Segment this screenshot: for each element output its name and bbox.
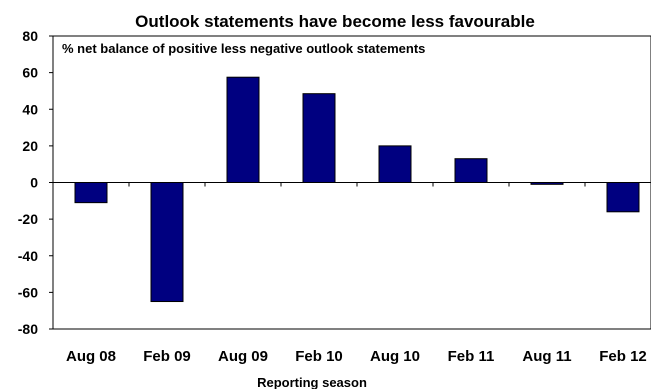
bar xyxy=(378,145,412,183)
y-tick-label: 20 xyxy=(22,138,38,154)
y-axis: 80 60 40 20 0 -20 -40 -60 -80 xyxy=(18,28,53,337)
y-tick-label: -80 xyxy=(18,321,38,337)
x-tick-label: Feb 10 xyxy=(295,348,343,365)
y-tick-label: 40 xyxy=(22,101,38,117)
y-tick-label: 80 xyxy=(22,28,38,44)
x-axis-label: Reporting season xyxy=(257,375,367,389)
y-tick-label: -60 xyxy=(18,284,38,300)
bar-series xyxy=(74,76,640,303)
bar xyxy=(302,93,336,183)
chart-title: Outlook statements have become less favo… xyxy=(135,12,535,31)
x-tick-label: Feb 09 xyxy=(143,348,191,365)
y-tick-label: -20 xyxy=(18,211,38,227)
x-axis: Aug 08 Feb 09 Aug 09 Feb 10 Aug 10 Feb 11 Aug … xyxy=(52,182,651,365)
x-tick-label: Feb 12 xyxy=(599,348,647,365)
bar xyxy=(150,182,184,303)
bar xyxy=(606,182,640,213)
bar xyxy=(226,76,260,183)
x-tick-label: Aug 09 xyxy=(218,348,268,365)
bar xyxy=(74,182,108,204)
y-tick-label: 60 xyxy=(22,65,38,81)
y-tick-label: -40 xyxy=(18,248,38,264)
x-tick-label: Aug 08 xyxy=(66,348,116,365)
x-tick-label: Aug 10 xyxy=(370,348,420,365)
x-tick-label: Aug 11 xyxy=(522,348,571,365)
chart-annotation: % net balance of positive less negative … xyxy=(62,41,425,56)
y-tick-label: 0 xyxy=(30,175,38,191)
x-tick-label: Feb 11 xyxy=(448,348,495,365)
bar xyxy=(454,158,488,184)
